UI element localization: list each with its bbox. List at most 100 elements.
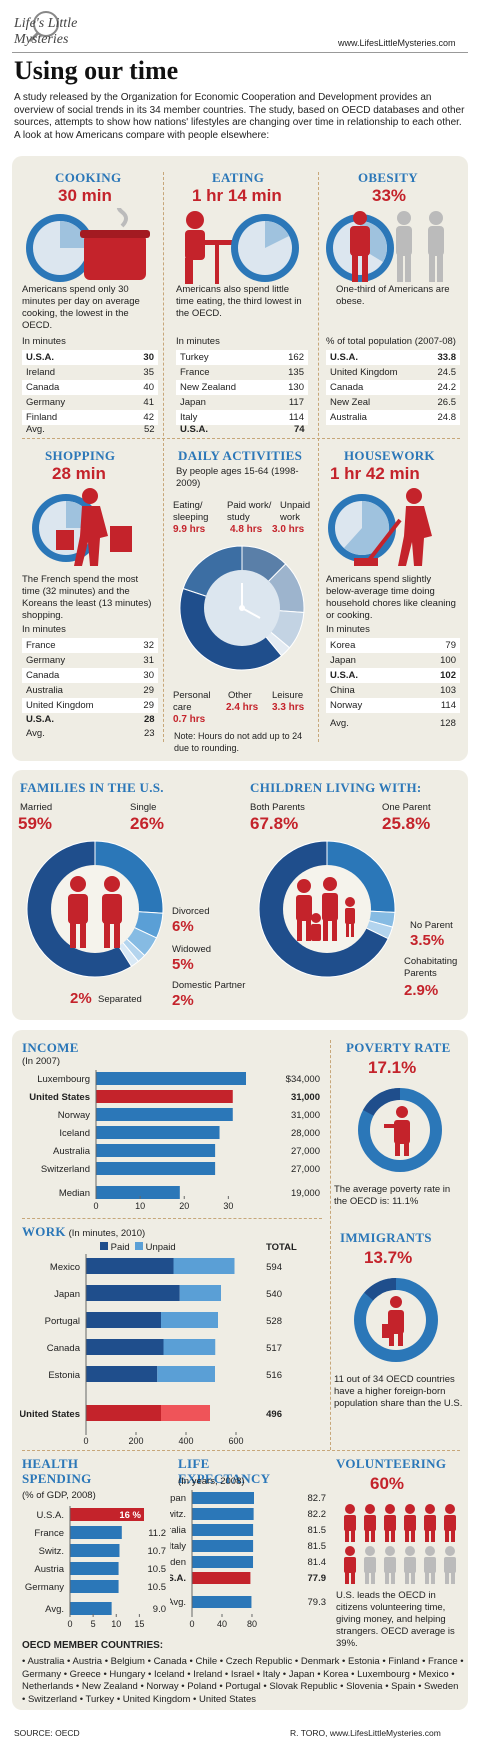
bar-unpaid <box>179 1285 221 1301</box>
immigrants-caption: 11 out of 34 OECD countries have a highe… <box>334 1374 463 1409</box>
families-married-label: Married <box>20 802 53 813</box>
cooking-unit: In minutes <box>22 336 66 347</box>
bar-paid <box>86 1405 161 1421</box>
divider <box>318 172 319 742</box>
value-label: 79.3 <box>308 1597 327 1608</box>
table-row: Korea 79 <box>326 638 460 653</box>
person-body <box>444 1515 456 1531</box>
bar-label: Switzerland <box>41 1164 90 1175</box>
bar-label: Norway <box>58 1110 90 1121</box>
cooking-avg-value: 52 <box>144 424 155 435</box>
housework-title: HOUSEWORK <box>344 448 435 463</box>
shopping-caption: The French spend the most time (32 minut… <box>22 574 152 621</box>
value-label: 10.7 <box>148 1546 167 1557</box>
life-title: LIFE EXPECTANCY <box>178 1456 271 1486</box>
work-title: WORK <box>22 1224 66 1239</box>
paid-swatch <box>100 1242 108 1250</box>
table-row: Italy 114 <box>176 410 308 425</box>
cooking-caption: Americans spend only 30 minutes per day … <box>22 284 140 331</box>
bar-label: Estonia <box>48 1370 80 1381</box>
bar-label: Canada <box>47 1343 81 1354</box>
cooking-pot-icon <box>26 208 150 282</box>
table-row: China 103 <box>326 683 460 698</box>
families-married-value: 59% <box>18 814 53 833</box>
bar-paid <box>86 1312 161 1328</box>
daily-eat-label: Eating/ sleeping <box>173 500 209 523</box>
cooking-table: U.S.A. 30 Ireland 35 Canada 40 Germany 41 Fi… <box>22 350 158 425</box>
daily-pc-value: 0.7 hrs <box>173 714 206 725</box>
bar-label: Switz. <box>39 1546 64 1557</box>
bar <box>96 1186 180 1199</box>
table-row: Canada 24.2 <box>326 380 460 395</box>
shopping-title: SHOPPING <box>45 448 116 463</box>
bar-label: U.S.A. <box>37 1510 64 1521</box>
obesity-value: 33% <box>372 186 407 205</box>
person-head <box>365 1504 375 1514</box>
tick-label: 20 <box>179 1201 189 1211</box>
children-one-label: One Parent <box>382 802 431 813</box>
person-leg <box>371 1530 375 1542</box>
daily-pc-label: Personal care <box>173 690 211 713</box>
bar <box>70 1508 144 1521</box>
tick-label: 400 <box>178 1436 193 1446</box>
value-label: 31,000 <box>291 1110 320 1121</box>
tick-label: 30 <box>223 1201 233 1211</box>
bar <box>96 1144 216 1157</box>
bar-unpaid <box>161 1405 210 1421</box>
bar-label: Avg. <box>45 1604 64 1615</box>
person-leg <box>425 1572 429 1584</box>
page-title: Using our time <box>14 56 179 85</box>
total-label: 594 <box>266 1262 282 1273</box>
work-title-row: WORK (In minutes, 2010) <box>22 1224 145 1240</box>
tick-label: 0 <box>93 1201 98 1211</box>
person-body <box>364 1515 376 1531</box>
families-divorced-value: 6% <box>172 918 194 935</box>
income-chart: Luxembourg $34,000 United States 31,000 Norw… <box>29 1070 320 1211</box>
families-title: FAMILIES IN THE U.S. <box>20 780 164 795</box>
tick-label: 15 <box>134 1619 144 1629</box>
children-coh-value: 2.9% <box>404 982 439 999</box>
site-url[interactable]: www.LifesLittleMysteries.com <box>338 38 456 48</box>
housework-unit: In minutes <box>326 624 370 635</box>
person-leg <box>451 1572 455 1584</box>
person-body <box>384 1515 396 1531</box>
eating-usa-label: U.S.A. <box>180 424 208 435</box>
divider <box>22 438 460 439</box>
value-label: 27,000 <box>291 1146 320 1157</box>
bar-unpaid <box>161 1312 218 1328</box>
value-label: 10.5 <box>148 1582 167 1593</box>
obesity-people-icon <box>326 211 444 282</box>
work-sub: (In minutes, 2010) <box>68 1228 146 1239</box>
unpaid-swatch <box>134 1242 143 1250</box>
bar-label: Luxembourg <box>37 1074 90 1085</box>
tick-label: 10 <box>111 1619 121 1629</box>
person-head <box>425 1504 435 1514</box>
children-coh-label: Cohabitating Parents <box>404 956 458 979</box>
work-total-header: TOTAL <box>266 1242 297 1253</box>
bar-label: Avg. <box>170 1597 186 1608</box>
value-label: 82.7 <box>308 1493 327 1504</box>
children-none-value: 3.5% <box>410 932 445 949</box>
bar <box>70 1562 119 1575</box>
bar-unpaid <box>163 1339 216 1355</box>
value-label: 81.5 <box>308 1525 327 1536</box>
table-row: Canada 40 <box>22 380 158 395</box>
divider <box>22 1450 460 1451</box>
value-label: 31,000 <box>291 1092 320 1103</box>
daily-leisure-label: Leisure <box>272 690 304 701</box>
person-leg <box>445 1530 449 1542</box>
families-dp-label: Domestic Partner <box>172 980 246 991</box>
person-head <box>425 1546 435 1556</box>
value-label: 9.0 <box>153 1604 166 1615</box>
person-body <box>444 1557 456 1573</box>
income-title: INCOME <box>22 1040 79 1055</box>
immigrants-title: IMMIGRANTS <box>340 1230 432 1245</box>
bar-paid <box>86 1339 164 1355</box>
families-dp-value: 2% <box>172 992 194 1009</box>
paid-legend-label: Paid <box>110 1242 130 1253</box>
volunteer-title: VOLUNTEERING <box>336 1456 447 1471</box>
daily-title: DAILY ACTIVITIES <box>178 448 303 463</box>
bar-label: Australia <box>53 1146 91 1157</box>
person-body <box>424 1557 436 1573</box>
bar-label: Portugal <box>45 1316 80 1327</box>
